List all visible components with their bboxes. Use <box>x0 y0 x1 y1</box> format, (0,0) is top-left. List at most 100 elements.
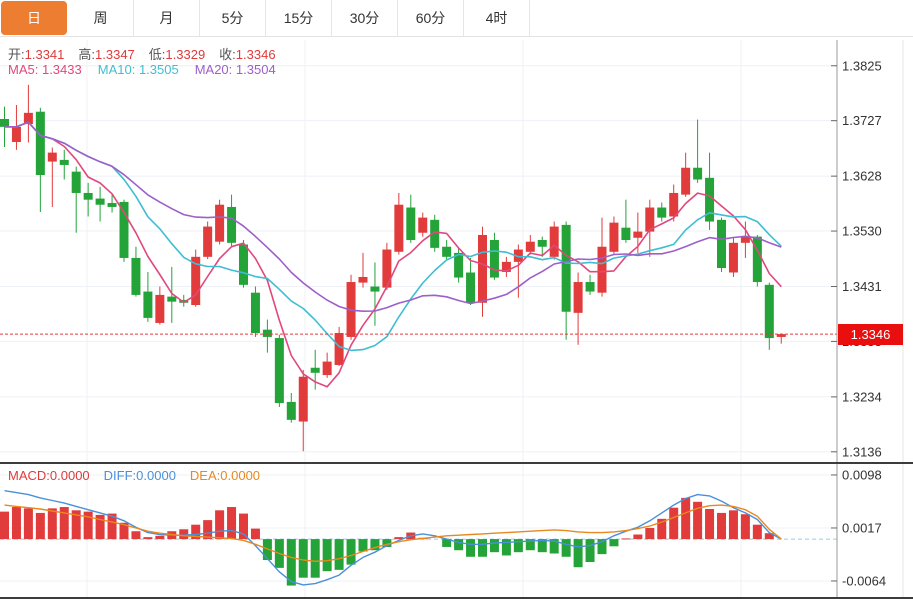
low-value: 1.3329 <box>165 47 206 62</box>
macd-bar <box>71 510 81 540</box>
macd-bar <box>740 514 750 540</box>
macd-bar <box>705 508 715 540</box>
macd-bar <box>489 539 499 553</box>
candle-body <box>561 224 571 312</box>
macd-value-legend: MACD:0.0000 <box>8 468 90 483</box>
candle-body <box>501 261 511 272</box>
candle-body <box>669 192 679 217</box>
macd-bar <box>0 511 9 540</box>
y-axis-tick-label: 1.3136 <box>842 444 882 459</box>
bottom-border <box>0 597 913 599</box>
candle-body <box>334 333 344 365</box>
candle-body <box>310 367 320 373</box>
macd-bar <box>310 539 320 578</box>
candle-body <box>645 207 655 232</box>
candle-body <box>227 206 237 243</box>
macd-bar <box>549 539 559 554</box>
high-value: 1.3347 <box>95 47 135 62</box>
dea-line <box>4 504 782 562</box>
macd-bar <box>59 507 69 540</box>
candle-body <box>131 257 141 295</box>
y-axis-tick-label: 1.3530 <box>842 224 882 239</box>
y-axis-tick-label: 0.0098 <box>842 467 882 482</box>
macd-bar <box>585 539 595 562</box>
candle-body <box>776 334 786 337</box>
macd-bar <box>537 539 547 553</box>
macd-bar <box>621 538 631 540</box>
ohlc-row: 开:1.3341 高:1.3347 低:1.3329 收:1.3346 <box>8 44 290 63</box>
candle-body <box>442 246 452 257</box>
macd-bar <box>155 535 165 540</box>
candle-body <box>35 111 45 176</box>
ma10-legend: MA10: 1.3505 <box>97 62 179 77</box>
candle-body <box>454 252 464 278</box>
macd-bar <box>573 539 583 568</box>
macd-bar <box>227 507 237 540</box>
ma10-line <box>4 121 782 352</box>
candle-body <box>705 177 715 222</box>
candle-body <box>621 227 631 241</box>
candle-body <box>203 226 213 257</box>
tab-日[interactable]: 日 <box>1 1 67 35</box>
y-axis-tick-label: 1.3234 <box>842 389 882 404</box>
candle-body <box>489 240 499 278</box>
candle-body <box>191 256 201 306</box>
open-label: 开: <box>8 47 25 62</box>
macd-bar <box>513 539 523 553</box>
tab-15分[interactable]: 15分 <box>266 0 332 36</box>
macd-bar <box>382 539 392 547</box>
macd-bar <box>693 501 703 540</box>
diff-value-legend: DIFF:0.0000 <box>103 468 176 483</box>
macd-bar <box>752 524 762 540</box>
candle-body <box>752 236 762 283</box>
macd-bar <box>298 539 308 578</box>
candle-body <box>179 299 189 303</box>
macd-bar <box>215 510 225 540</box>
candle-body <box>322 361 332 376</box>
candle-body <box>71 171 81 193</box>
tab-5分[interactable]: 5分 <box>200 0 266 36</box>
candle-body <box>573 282 583 313</box>
y-axis-tick-label: 1.3825 <box>842 58 882 73</box>
candle-body <box>274 338 284 404</box>
candle-body <box>0 118 9 127</box>
ma20-line <box>4 121 782 313</box>
candle-body <box>764 284 774 339</box>
macd-bar <box>83 511 93 540</box>
y-axis-tick-label: -0.0064 <box>842 573 886 588</box>
macd-bar <box>764 533 774 540</box>
candle-body <box>23 112 33 125</box>
candle-body <box>286 401 296 420</box>
candle-body <box>418 217 428 233</box>
candle-body <box>478 234 487 303</box>
candle-body <box>537 240 547 247</box>
tab-60分[interactable]: 60分 <box>398 0 464 36</box>
tab-月[interactable]: 月 <box>134 0 200 36</box>
macd-bar <box>394 537 404 540</box>
candle-body <box>466 272 476 303</box>
y-axis-tick-label: 0.0017 <box>842 520 882 535</box>
candle-body <box>633 231 643 238</box>
macd-bar <box>681 497 691 540</box>
open-value: 1.3341 <box>24 47 65 62</box>
macd-bar <box>346 539 356 565</box>
candle-body <box>513 249 523 262</box>
tab-30分[interactable]: 30分 <box>332 0 398 36</box>
macd-bar <box>11 507 21 540</box>
macd-bar <box>322 539 332 572</box>
low-label: 低: <box>148 47 166 62</box>
candle-body <box>585 282 595 292</box>
tab-4时[interactable]: 4时 <box>464 0 530 36</box>
candle-body <box>119 201 129 258</box>
ma-legend-row: MA5: 1.3433 MA10: 1.3505 MA20: 1.3504 <box>8 62 276 77</box>
macd-bar <box>179 529 189 540</box>
tab-周[interactable]: 周 <box>68 0 134 36</box>
macd-bar <box>95 514 105 540</box>
pane-separator <box>0 462 913 464</box>
ma5-line <box>4 121 782 388</box>
macd-bar <box>501 539 511 556</box>
candle-body <box>525 241 535 252</box>
candle-body <box>11 126 21 142</box>
y-axis-tick-label: 1.3431 <box>842 279 882 294</box>
